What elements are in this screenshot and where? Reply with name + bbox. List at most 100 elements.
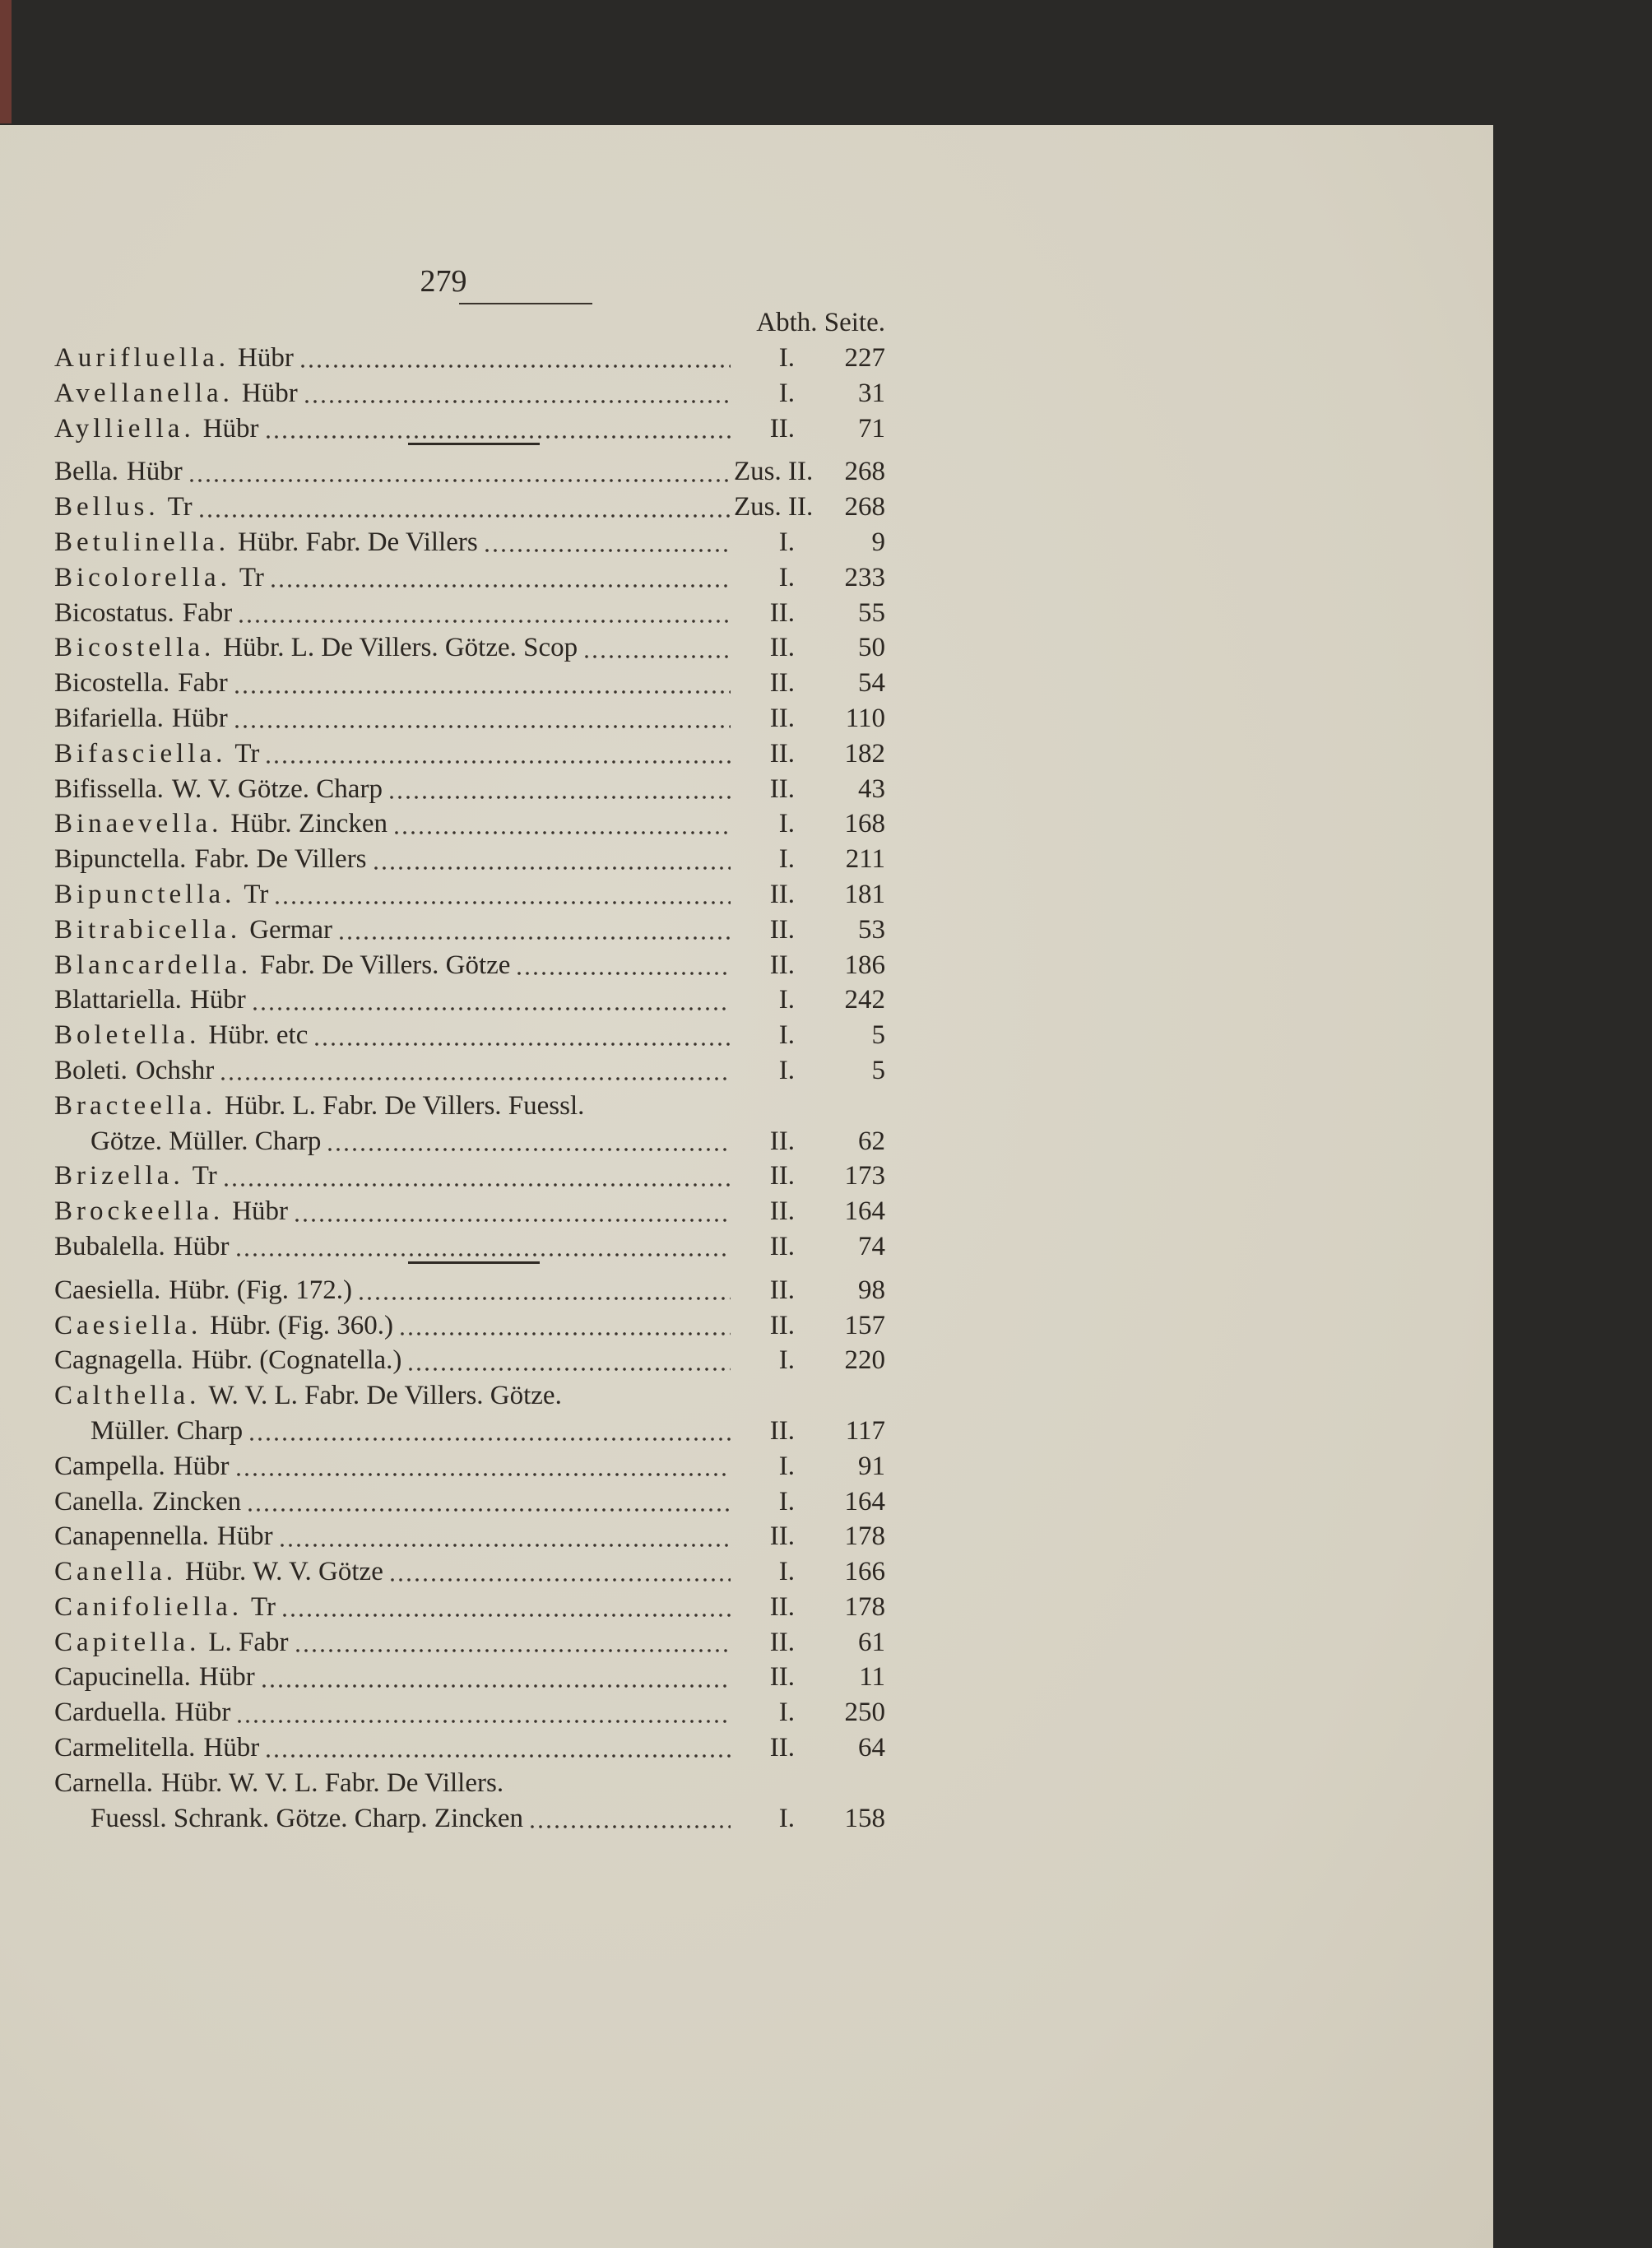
entry-name: Campella.	[54, 1451, 165, 1481]
entry-abth: I.	[778, 527, 795, 557]
entry-abth: II.	[769, 1231, 795, 1261]
index-entry: Campella. Hübr I. 91	[54, 1449, 885, 1484]
entry-abth: I.	[778, 1020, 795, 1051]
entry-authors: Hübr	[198, 1662, 255, 1693]
entry-seite: 31	[858, 378, 885, 408]
entry-seite: 178	[844, 1591, 886, 1622]
entry-seite: 173	[844, 1161, 886, 1191]
entry-authors: Hübr	[173, 1451, 230, 1481]
index-entry: Caesiella. Hübr. (Fig. 172.) II. 98	[54, 1273, 885, 1308]
dot-leader	[392, 829, 731, 836]
dot-leader	[259, 1682, 731, 1689]
entry-seite: 166	[844, 1557, 886, 1587]
index-entry: Caesiella. Hübr. (Fig. 360.) II. 157	[54, 1308, 885, 1344]
page-number: 279	[420, 264, 467, 299]
dot-leader	[277, 1541, 731, 1549]
entry-authors: Fabr	[182, 597, 233, 628]
entry-seite: 117	[845, 1415, 885, 1446]
book-page: 279 Abth. Seite. Aurifluella. Hübr I. 227 Av…	[0, 125, 1493, 2248]
entry-seite: 178	[844, 1521, 886, 1552]
entry-abth: Zus. II.	[734, 457, 814, 487]
entry-seite: 211	[845, 844, 885, 875]
header-rule	[459, 303, 592, 304]
entry-seite: 64	[858, 1733, 885, 1763]
entry-abth: I.	[778, 343, 795, 373]
entry-abth: I.	[778, 1345, 795, 1376]
entry-abth: II.	[769, 950, 795, 980]
entry-abth: II.	[769, 1126, 795, 1156]
entry-authors: Germar	[249, 914, 332, 945]
dot-leader	[313, 1040, 731, 1047]
entry-authors: Hübr	[238, 343, 294, 373]
index-entry: Blancardella. Fabr. De Villers. Götze II. 1…	[54, 948, 885, 983]
dot-leader	[268, 583, 731, 590]
entry-authors: W. V. Götze. Charp	[171, 773, 383, 804]
index-entry: Brizella. Tr II. 173	[54, 1159, 885, 1194]
entry-seite: 242	[844, 985, 886, 1015]
index-entry: Bellus. Tr Zus. II. 268	[54, 490, 885, 525]
book-edge	[0, 0, 12, 123]
dot-leader	[528, 1823, 731, 1831]
entry-abth: II.	[769, 413, 795, 444]
entry-name: Capucinella.	[54, 1662, 191, 1693]
entry-abth: II.	[769, 773, 795, 804]
seite-header: Seite.	[824, 308, 885, 337]
dot-leader	[263, 433, 731, 440]
dot-leader	[232, 688, 731, 695]
index-entry: Calthella. W. V. L. Fabr. De Villers. Göt…	[54, 1378, 885, 1414]
entry-abth: II.	[769, 633, 795, 663]
index-entry: Bubalella. Hübr II. 74	[54, 1229, 885, 1265]
index-entry: Bipunctella. Fabr. De Villers I. 211	[54, 842, 885, 877]
entry-abth: II.	[769, 1161, 795, 1191]
entry-authors-continued: Müller. Charp	[90, 1415, 244, 1446]
entry-abth: II.	[769, 1196, 795, 1227]
entry-abth: II.	[769, 1310, 795, 1340]
column-headers: Abth. Seite.	[756, 308, 885, 338]
entry-name: Brizella.	[54, 1161, 184, 1191]
entry-name: Bicostatus.	[54, 597, 174, 628]
entry-authors: Tr	[167, 492, 193, 523]
entry-abth: II.	[769, 1662, 795, 1693]
dot-leader	[302, 398, 731, 406]
entry-authors: Hübr. W. V. L. Fabr. De Villers.	[161, 1767, 504, 1798]
index-entry: Avellanella. Hübr I. 31	[54, 376, 885, 411]
entry-abth: II.	[769, 1521, 795, 1552]
entry-abth: I.	[778, 985, 795, 1015]
index-entry: Brockeella. Hübr II. 164	[54, 1194, 885, 1229]
entry-abth: I.	[778, 1451, 795, 1481]
dot-leader	[387, 1577, 731, 1584]
entry-seite: 50	[858, 633, 885, 663]
entry-seite: 74	[858, 1231, 885, 1261]
entry-authors: Tr	[234, 738, 260, 769]
dot-leader	[336, 935, 731, 942]
dot-leader	[232, 723, 731, 731]
dot-leader	[406, 1365, 731, 1372]
entry-seite: 110	[845, 703, 885, 733]
index-entry: Boletella. Hübr. etc I. 5	[54, 1018, 885, 1053]
index-entry: Bicostella. Fabr II. 54	[54, 666, 885, 701]
entry-abth: I.	[778, 1486, 795, 1516]
entry-name: Boleti.	[54, 1055, 128, 1085]
dot-leader	[197, 512, 731, 519]
entry-name: Blancardella.	[54, 950, 252, 980]
abth-header: Abth.	[756, 308, 818, 337]
entry-name: Bicolorella.	[54, 562, 231, 592]
entry-seite: 9	[871, 527, 886, 557]
index-entry: Carnella. Hübr. W. V. L. Fabr. De Villers…	[54, 1766, 885, 1801]
index-entry: Bitrabicella. Germar II. 53	[54, 913, 885, 948]
index-entry: Carduella. Hübr I. 250	[54, 1695, 885, 1730]
index-entry-continuation: Müller. Charp II. 117	[54, 1414, 885, 1449]
entry-authors: Hübr. W. V. Götze	[185, 1557, 383, 1587]
entry-authors: Hübr. (Fig. 360.)	[210, 1310, 393, 1340]
entry-name: Cagnagella.	[54, 1345, 183, 1376]
dot-leader	[246, 1506, 731, 1513]
dot-leader	[187, 476, 731, 484]
entry-authors: Hübr	[174, 1698, 231, 1728]
entry-abth: II.	[769, 1733, 795, 1763]
index-entry: Bifasciella. Tr II. 182	[54, 736, 885, 772]
entry-abth: II.	[769, 879, 795, 909]
dot-leader	[234, 1471, 731, 1479]
entry-name: Bubalella.	[54, 1231, 165, 1261]
entry-seite: 43	[858, 773, 885, 804]
entry-abth: II.	[769, 914, 795, 945]
